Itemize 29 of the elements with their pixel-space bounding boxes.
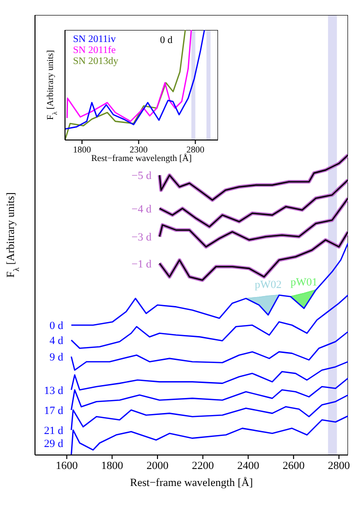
series-label: 17 d — [44, 405, 64, 418]
x-tick-label: 2200 — [192, 460, 214, 472]
text: SN 2011fe — [73, 45, 117, 56]
x-tick-label: 2800 — [186, 144, 205, 154]
series-label: −5 d — [132, 170, 152, 182]
series-label: pW01 — [290, 276, 318, 288]
x-tick-label: 1800 — [73, 144, 92, 154]
series-label: 9 d — [50, 352, 64, 364]
x-axis-title: Rest−frame wavelength [Å] — [91, 153, 192, 163]
series-label: 4 d — [50, 335, 64, 348]
x-tick-label: 2600 — [282, 460, 306, 472]
x-tick-label: 2000 — [146, 460, 169, 472]
series-label: 0 d — [50, 320, 64, 332]
series-label: −1 d — [132, 258, 152, 270]
text: SN 2013dy — [73, 56, 118, 67]
series-label: −3 d — [132, 232, 152, 244]
text: SN 2011iv — [73, 34, 117, 45]
series-label: −4 d — [132, 203, 152, 216]
x-tick-label: 2800 — [328, 460, 350, 472]
annotation: 0 d — [160, 35, 172, 46]
series-label: 29 d — [44, 438, 64, 450]
x-axis-title: Rest−frame wavelength [Å] — [130, 476, 253, 489]
x-tick-label: 1800 — [101, 460, 124, 472]
series-label: pW02 — [254, 279, 282, 292]
series-label: 21 d — [44, 425, 64, 438]
x-tick-label: 2400 — [237, 460, 260, 472]
series-label: 13 d — [44, 384, 64, 397]
x-tick-label: 1600 — [56, 460, 78, 472]
x-tick-label: 2300 — [130, 144, 148, 154]
